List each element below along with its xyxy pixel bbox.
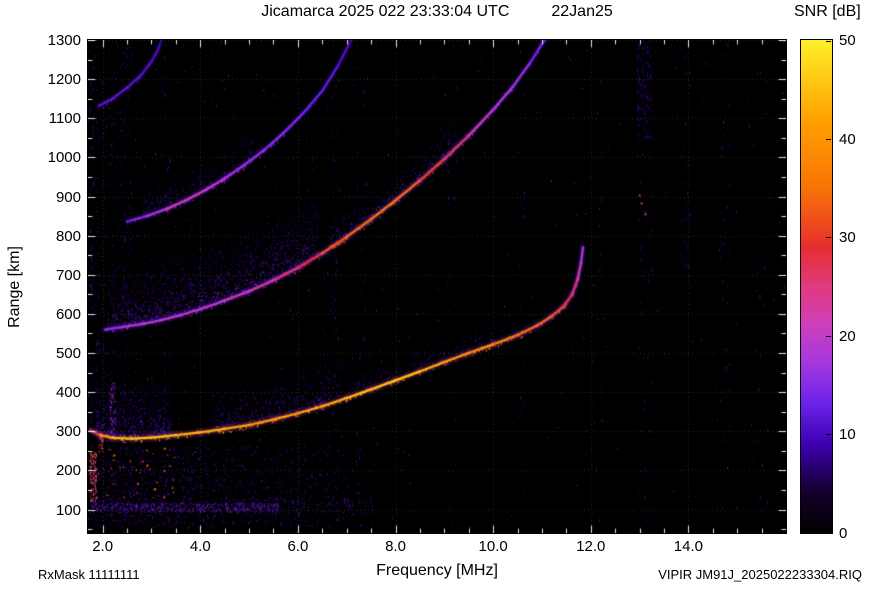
colorbar-tick-mark bbox=[826, 237, 831, 239]
ionogram-canvas bbox=[88, 40, 786, 533]
rx-mask-label: RxMask 11111111 bbox=[38, 567, 140, 582]
x-axis-label: Frequency [MHz] bbox=[376, 562, 498, 579]
y-tick-label: 700 bbox=[55, 266, 81, 284]
y-tick-label: 1100 bbox=[48, 110, 81, 128]
x-tick-label: 2.0 bbox=[92, 538, 114, 555]
x-tick-label: 4.0 bbox=[189, 538, 211, 555]
y-tick-label: 100 bbox=[55, 501, 81, 519]
title-date: 22Jan25 bbox=[551, 3, 613, 20]
plot-area bbox=[87, 39, 787, 534]
y-tick-label: 500 bbox=[55, 345, 81, 363]
colorbar-title: SNR [dB] bbox=[794, 3, 861, 20]
y-tick-label: 1300 bbox=[47, 32, 81, 49]
title-text: Jicamarca 2025 022 23:33:04 UTC bbox=[261, 3, 510, 20]
colorbar-tick-mark bbox=[826, 138, 831, 140]
y-tick-label: 600 bbox=[55, 305, 81, 323]
x-tick-label: 8.0 bbox=[385, 538, 406, 555]
colorbar-tick-label: 10 bbox=[839, 426, 856, 444]
x-tick-label: 12.0 bbox=[576, 538, 606, 555]
x-tick-label: 14.0 bbox=[673, 538, 703, 555]
y-tick-label: 1200 bbox=[47, 71, 81, 89]
y-tick-label: 400 bbox=[55, 384, 81, 402]
colorbar bbox=[800, 39, 833, 534]
colorbar-tick-mark bbox=[826, 434, 831, 436]
file-name-label: VIPIR JM91J_2025022233304.RIQ bbox=[658, 567, 862, 582]
colorbar-tick-label: 40 bbox=[839, 130, 856, 148]
colorbar-tick-label: 30 bbox=[839, 229, 856, 247]
y-tick-label: 300 bbox=[55, 423, 81, 441]
y-tick-label: 900 bbox=[55, 188, 81, 206]
colorbar-tick-label: 0 bbox=[839, 525, 848, 542]
colorbar-tick-mark bbox=[826, 41, 831, 42]
colorbar-tick-mark bbox=[826, 335, 831, 337]
colorbar-tick-label: 50 bbox=[839, 32, 856, 49]
x-tick-label: 10.0 bbox=[478, 538, 508, 555]
y-tick-label: 200 bbox=[55, 462, 81, 480]
page-title: Jicamarca 2025 022 23:33:04 UTC 22Jan25 bbox=[88, 3, 786, 21]
colorbar-tick-label: 20 bbox=[839, 327, 856, 345]
colorbar-tick-mark bbox=[826, 531, 831, 532]
y-tick-label: 800 bbox=[55, 227, 81, 245]
y-tick-label: 1000 bbox=[47, 149, 81, 167]
x-tick-label: 6.0 bbox=[287, 538, 309, 555]
